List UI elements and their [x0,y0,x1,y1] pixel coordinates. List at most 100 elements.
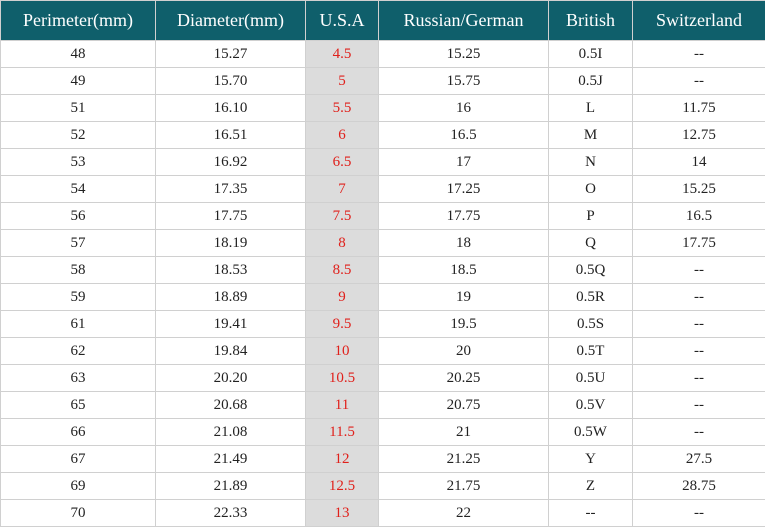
table-row: 59 18.89 9 19 0.5R -- [0,283,765,311]
table-cell: -- [632,364,765,392]
table-cell: 69 [0,472,156,500]
header-cell: Perimeter(mm) [0,0,156,41]
table-cell: 22 [378,499,549,527]
table-cell: 59 [0,283,156,311]
table-cell: 8.5 [305,256,379,284]
table-cell: 10 [305,337,379,365]
table-cell: 62 [0,337,156,365]
table-cell: 0.5J [548,67,633,95]
table-cell: 8 [305,229,379,257]
table-cell: 0.5T [548,337,633,365]
table-cell: 27.5 [632,445,765,473]
table-cell: 56 [0,202,156,230]
table-cell: 58 [0,256,156,284]
table-cell: 70 [0,499,156,527]
table-cell: 15.27 [155,40,306,68]
header-cell: Diameter(mm) [155,0,306,41]
table-cell: 19.84 [155,337,306,365]
table-cell: 7.5 [305,202,379,230]
table-cell: -- [632,310,765,338]
table-cell: 20.75 [378,391,549,419]
table-row: 48 15.27 4.5 15.25 0.5I -- [0,40,765,68]
table-cell: 6 [305,121,379,149]
table-row: 63 20.20 10.5 20.25 0.5U -- [0,364,765,392]
table-cell: 11 [305,391,379,419]
table-cell: -- [632,499,765,527]
table-cell: 66 [0,418,156,446]
table-cell: 21.49 [155,445,306,473]
table-cell: 17.35 [155,175,306,203]
table-cell: 0.5W [548,418,633,446]
table-row: 56 17.75 7.5 17.75 P 16.5 [0,202,765,230]
table-cell: 12 [305,445,379,473]
table-cell: 0.5R [548,283,633,311]
table-row: 49 15.70 5 15.75 0.5J -- [0,67,765,95]
table-cell: 14 [632,148,765,176]
table-cell: Q [548,229,633,257]
header-cell: U.S.A [305,0,379,41]
table-cell: 57 [0,229,156,257]
table-cell: 17.75 [632,229,765,257]
table-cell: 19.5 [378,310,549,338]
table-row: 51 16.10 5.5 16 L 11.75 [0,94,765,122]
table-cell: 18.19 [155,229,306,257]
header-row: Perimeter(mm) Diameter(mm) U.S.A Russian/Ge… [0,0,765,41]
table-cell: 15.70 [155,67,306,95]
table-row: 61 19.41 9.5 19.5 0.5S -- [0,310,765,338]
table-cell: 7 [305,175,379,203]
table-row: 54 17.35 7 17.25 O 15.25 [0,175,765,203]
table-cell: 5.5 [305,94,379,122]
table-cell: 0.5I [548,40,633,68]
table-cell: 48 [0,40,156,68]
table-cell: 19 [378,283,549,311]
table-cell: 28.75 [632,472,765,500]
table-cell: 11.75 [632,94,765,122]
table-cell: 18.5 [378,256,549,284]
table-row: 58 18.53 8.5 18.5 0.5Q -- [0,256,765,284]
table-cell: -- [632,67,765,95]
table-row: 57 18.19 8 18 Q 17.75 [0,229,765,257]
table-cell: 0.5U [548,364,633,392]
table-cell: 16.92 [155,148,306,176]
header-cell: Switzerland [632,0,765,41]
table-cell: 61 [0,310,156,338]
table-cell: 21 [378,418,549,446]
table-cell: 20.25 [378,364,549,392]
table-cell: 21.08 [155,418,306,446]
table-cell: N [548,148,633,176]
table-cell: 20.68 [155,391,306,419]
table-cell: 17.75 [378,202,549,230]
table-cell: 15.75 [378,67,549,95]
table-cell: 17 [378,148,549,176]
table-cell: 19.41 [155,310,306,338]
table-cell: -- [632,256,765,284]
table-cell: 11.5 [305,418,379,446]
table-cell: 5 [305,67,379,95]
table-body: 48 15.27 4.5 15.25 0.5I -- 49 15.70 5 15.75 0.5J --… [0,40,765,527]
table-cell: 4.5 [305,40,379,68]
table-cell: 6.5 [305,148,379,176]
table-cell: 16.10 [155,94,306,122]
table-cell: 0.5V [548,391,633,419]
table-cell: 16.5 [632,202,765,230]
table-cell: 49 [0,67,156,95]
table-row: 70 22.33 13 22 -- -- [0,499,765,527]
table-cell: 17.25 [378,175,549,203]
header-cell: Russian/German [378,0,549,41]
table-row: 65 20.68 11 20.75 0.5V -- [0,391,765,419]
table-cell: -- [632,418,765,446]
table-cell: 15.25 [378,40,549,68]
table-cell: -- [632,283,765,311]
table-cell: 20 [378,337,549,365]
table-cell: -- [632,337,765,365]
table-row: 52 16.51 6 16.5 M 12.75 [0,121,765,149]
table-cell: -- [632,391,765,419]
table-cell: 16.51 [155,121,306,149]
table-cell: 12.75 [632,121,765,149]
table-cell: 9 [305,283,379,311]
table-cell: 9.5 [305,310,379,338]
table-cell: 18 [378,229,549,257]
table-cell: 16 [378,94,549,122]
table-cell: 52 [0,121,156,149]
